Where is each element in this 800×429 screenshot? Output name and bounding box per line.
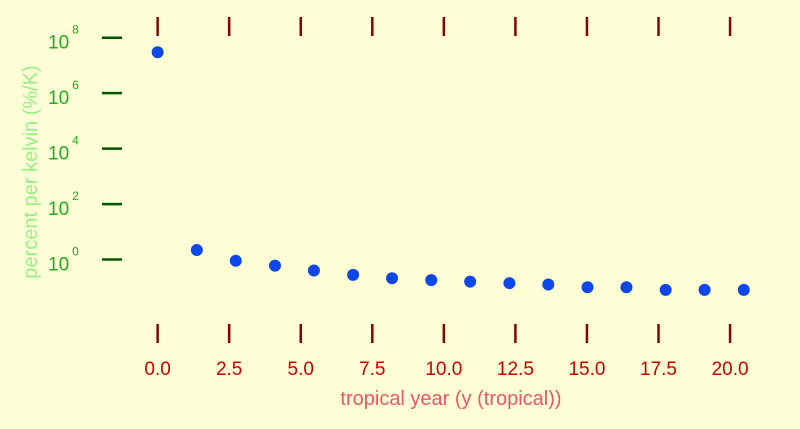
data-point — [542, 278, 555, 291]
data-point — [190, 244, 203, 257]
data-point — [425, 274, 438, 287]
data-point — [268, 259, 281, 272]
y-tick-labels: 100 102 104 106 108 — [48, 23, 79, 276]
x-tick-label: 10.0 — [425, 359, 462, 380]
x-ticks-bottom — [156, 324, 732, 343]
x-tick-label: 7.5 — [359, 359, 385, 380]
x-tick-label: 2.5 — [216, 359, 242, 380]
x-tick-label: 20.0 — [712, 359, 749, 380]
x-ticks-top — [156, 17, 732, 36]
y-axis-title: percent per kelvin (%/K) — [20, 65, 42, 278]
y-tick-label: 106 — [48, 78, 79, 109]
x-tick-labels: 0.0 2.5 5.0 7.5 10.0 12.5 15.0 17.5 20.0 — [144, 359, 748, 380]
y-tick-label: 104 — [48, 134, 79, 165]
y-tick-label: 100 — [48, 245, 79, 276]
data-point — [581, 281, 594, 294]
y-tick-label: 102 — [48, 189, 79, 220]
data-point — [737, 283, 750, 296]
x-tick-label: 12.5 — [497, 359, 534, 380]
data-point — [347, 268, 360, 281]
data-point — [464, 275, 477, 288]
data-point — [503, 277, 516, 290]
data-point — [698, 283, 711, 296]
y-tick-label: 108 — [48, 23, 79, 54]
x-tick-label: 0.0 — [144, 359, 170, 380]
y-ticks — [102, 36, 122, 261]
data-point — [386, 272, 399, 285]
data-point — [620, 281, 633, 294]
x-tick-label: 5.0 — [288, 359, 314, 380]
data-point — [151, 46, 164, 59]
data-points — [151, 46, 750, 296]
data-point — [659, 283, 672, 296]
x-tick-label: 15.0 — [568, 359, 605, 380]
data-point — [229, 254, 242, 267]
x-tick-label: 17.5 — [640, 359, 677, 380]
x-axis-title: tropical year (y (tropical)) — [340, 388, 561, 410]
data-point — [307, 264, 320, 277]
